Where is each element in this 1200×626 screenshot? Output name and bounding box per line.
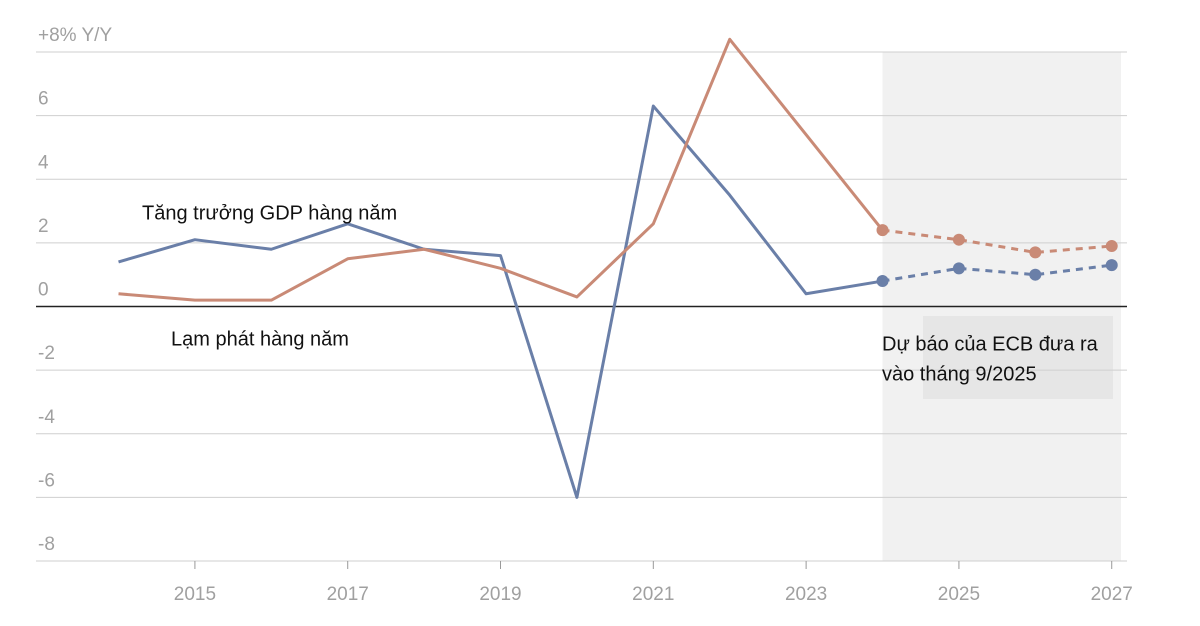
y-tick-label: -4 bbox=[38, 407, 55, 428]
forecast-annotation: Dự báo của ECB đưa ra bbox=[882, 333, 1099, 355]
y-tick-label: -2 bbox=[38, 343, 55, 364]
series-line bbox=[118, 104, 883, 499]
forecast-label-box bbox=[923, 316, 1113, 399]
x-tick-label: 2023 bbox=[785, 584, 827, 605]
x-tick-label: 2017 bbox=[327, 584, 369, 605]
x-tick-label: 2027 bbox=[1091, 584, 1133, 605]
forecast-point bbox=[1029, 246, 1042, 259]
y-tick-label: 2 bbox=[38, 216, 49, 237]
x-tick-label: 2025 bbox=[938, 584, 980, 605]
forecast-point bbox=[952, 262, 965, 275]
y-tick-label: +8% Y/Y bbox=[38, 25, 112, 46]
forecast-point bbox=[1029, 268, 1042, 281]
forecast-point bbox=[1105, 240, 1118, 253]
y-tick-label: 4 bbox=[38, 152, 49, 173]
y-tick-label: 0 bbox=[38, 280, 49, 301]
y-tick-label: -8 bbox=[38, 534, 55, 555]
forecast-point bbox=[876, 224, 889, 237]
forecast-point bbox=[1105, 259, 1118, 272]
series-line bbox=[118, 37, 884, 302]
x-tick-label: 2019 bbox=[479, 584, 521, 605]
series-label: Tăng trưởng GDP hàng năm bbox=[142, 202, 397, 224]
series-label: Lạm phát hàng năm bbox=[171, 328, 349, 350]
forecast-annotation: vào tháng 9/2025 bbox=[882, 363, 1037, 385]
forecast-point bbox=[876, 275, 889, 288]
x-tick-label: 2021 bbox=[632, 584, 674, 605]
y-tick-label: -6 bbox=[38, 470, 55, 491]
x-tick-label: 2015 bbox=[174, 584, 216, 605]
forecast-point bbox=[952, 233, 965, 246]
y-tick-label: 6 bbox=[38, 89, 49, 110]
